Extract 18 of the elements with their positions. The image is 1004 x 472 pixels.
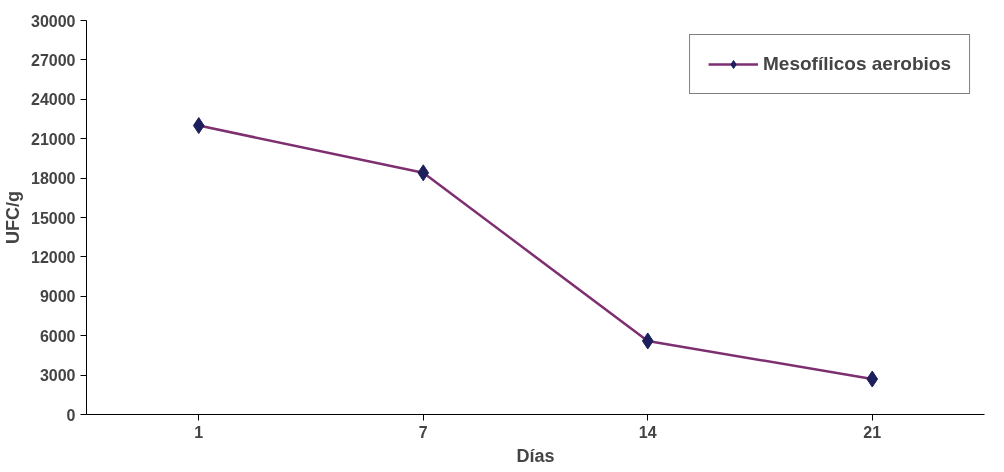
x-tick-label: 14 bbox=[638, 423, 657, 441]
y-tick-label: 9000 bbox=[39, 288, 76, 306]
x-tick-label: 7 bbox=[418, 423, 428, 441]
x-axis-title: Días bbox=[516, 445, 555, 466]
y-tick-label: 27000 bbox=[31, 51, 76, 69]
y-tick-label: 6000 bbox=[39, 327, 76, 345]
y-tick-label: 30000 bbox=[31, 12, 76, 30]
x-tick-label: 1 bbox=[194, 423, 204, 441]
x-tick-label: 21 bbox=[863, 423, 882, 441]
y-axis-title: UFC/g bbox=[3, 190, 24, 244]
y-tick-label: 24000 bbox=[31, 91, 76, 109]
y-tick-label: 21000 bbox=[31, 130, 76, 148]
legend-label: Mesofílicos aerobios bbox=[763, 53, 951, 75]
y-tick-label: 0 bbox=[66, 406, 76, 424]
y-tick-label: 12000 bbox=[31, 248, 76, 266]
y-tick-label: 18000 bbox=[31, 170, 76, 188]
y-tick-label: 15000 bbox=[31, 209, 76, 227]
y-tick-label: 3000 bbox=[39, 367, 76, 385]
